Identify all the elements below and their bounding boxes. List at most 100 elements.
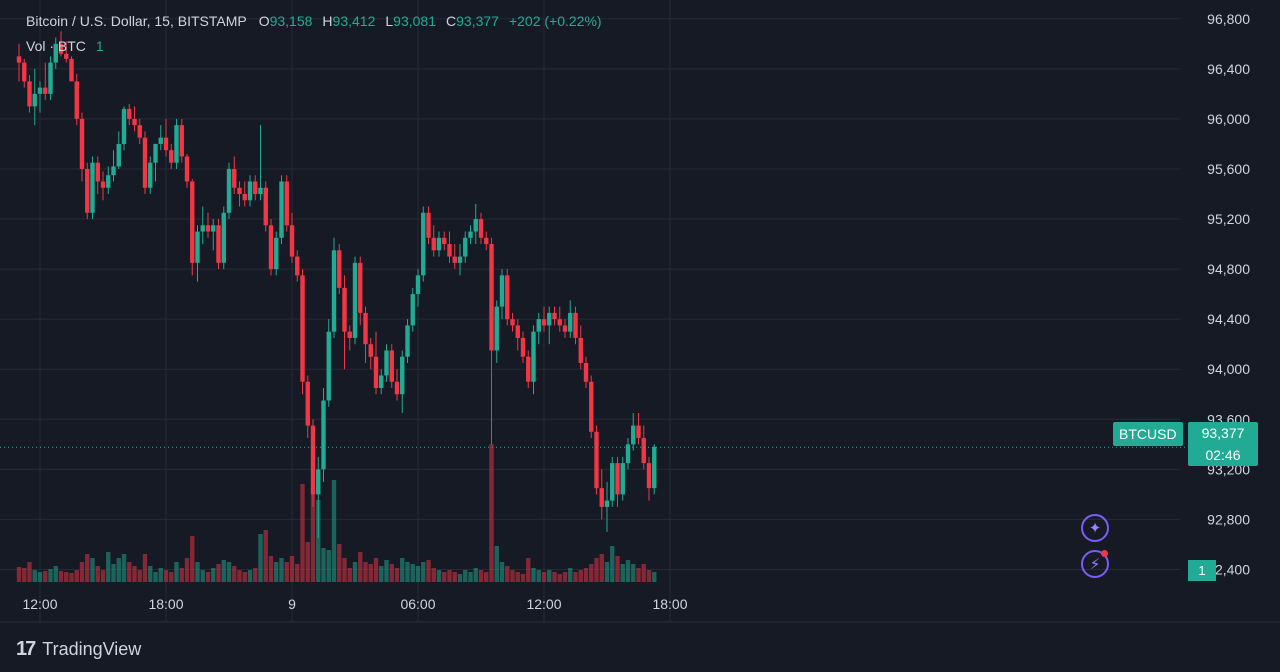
sparkle-icon[interactable]: ✦: [1081, 514, 1109, 542]
volume-bar: [620, 564, 625, 582]
candle-body: [620, 463, 625, 495]
candle-body: [258, 187, 263, 194]
volume-value: 1: [95, 38, 104, 54]
volume-bar: [447, 570, 452, 582]
candle-body: [174, 125, 179, 163]
volume-bar: [95, 566, 100, 582]
volume-bar: [16, 567, 22, 582]
volume-bar: [247, 570, 253, 582]
candle-body: [289, 225, 295, 257]
candle-body: [436, 237, 442, 251]
candle-body: [578, 337, 583, 363]
volume-bar: [289, 556, 295, 582]
candle-body: [221, 212, 226, 263]
volume-bar: [594, 558, 599, 582]
volume-bar: [547, 570, 552, 582]
candle-body: [520, 337, 526, 357]
candle-body: [604, 500, 610, 507]
candle-body: [347, 331, 352, 338]
volume-bar: [179, 568, 184, 582]
low-value: 93,081: [393, 13, 436, 29]
candle-body: [342, 287, 347, 332]
volume-bar: [615, 556, 620, 582]
candle-body: [205, 225, 211, 232]
time-tick-label: 06:00: [400, 596, 435, 612]
volume-bar: [442, 572, 447, 582]
volume-bar: [452, 572, 457, 582]
candle-body: [184, 156, 190, 182]
volume-bar: [552, 572, 557, 582]
time-tick-label: 18:00: [652, 596, 687, 612]
volume-bar: [368, 564, 373, 582]
candle-body: [242, 194, 247, 201]
volume-bar: [90, 558, 95, 582]
volume-bar: [625, 560, 631, 582]
volume-bar: [316, 500, 321, 582]
volume-bar: [127, 562, 132, 582]
volume-bar: [510, 570, 515, 582]
volume-bar: [85, 554, 90, 582]
candle-body: [478, 219, 484, 238]
low-label: L: [385, 13, 394, 29]
time-tick-label: 9: [288, 596, 296, 612]
volume-bar: [37, 572, 43, 582]
candle-body: [190, 181, 195, 263]
candle-body: [421, 212, 426, 276]
candle-body: [247, 181, 253, 201]
candle-body: [53, 43, 58, 63]
candle-body: [484, 237, 489, 245]
candle-body: [310, 425, 316, 495]
volume-bar: [100, 570, 106, 582]
candle-body: [48, 62, 53, 94]
volume-bar: [116, 558, 121, 582]
time-tick-label: 12:00: [22, 596, 57, 612]
tradingview-brand[interactable]: 17 TradingView: [16, 638, 141, 661]
candle-body: [321, 400, 326, 470]
candle-body: [384, 350, 389, 376]
candle-body: [106, 175, 111, 188]
volume-bar: [379, 566, 384, 582]
volume-bar: [321, 548, 326, 582]
symbol-tag: BTCUSD: [1113, 422, 1183, 446]
volume-label[interactable]: Vol · BTC: [26, 38, 86, 54]
candle-body: [32, 93, 37, 107]
candle-body: [431, 237, 436, 251]
price-tick-label: 92,400: [1207, 561, 1250, 577]
candle-body: [216, 225, 221, 263]
lightning-icon[interactable]: ⚡: [1081, 550, 1109, 578]
time-tick-label: 12:00: [526, 596, 561, 612]
candle-body: [274, 237, 279, 270]
volume-bar: [121, 554, 127, 582]
volume-bar: [253, 568, 258, 582]
volume-bar: [631, 564, 636, 582]
volume-bar: [284, 562, 289, 582]
candle-body: [279, 181, 284, 238]
price-axis-labels: 92,40092,80093,20093,60094,00094,40094,8…: [1207, 11, 1250, 578]
volume-bar: [305, 542, 310, 582]
volume-bar: [232, 566, 237, 582]
candle-body: [253, 181, 258, 194]
volume-bar: [258, 534, 263, 582]
volume-bar: [295, 564, 300, 582]
close-label: C: [446, 13, 457, 29]
volume-tag: 1: [1188, 560, 1216, 581]
candle-body: [195, 231, 200, 263]
candle-body: [589, 381, 594, 432]
candle-body: [568, 312, 573, 332]
candle-body: [489, 244, 494, 351]
candle-body: [179, 125, 184, 157]
volume-bar: [400, 558, 405, 582]
symbol-title[interactable]: Bitcoin / U.S. Dollar, 15, BITSTAMP: [26, 13, 247, 29]
volume-bar: [489, 444, 494, 582]
volume-bar: [169, 572, 174, 582]
volume-bar: [431, 568, 436, 582]
volume-bar: [205, 572, 211, 582]
price-tick-label: 94,400: [1207, 311, 1250, 327]
open-value: 93,158: [269, 13, 313, 29]
volume-bar: [505, 566, 510, 582]
volume-bar: [568, 568, 573, 582]
bar-countdown: 02:46: [1205, 447, 1241, 463]
candle-body: [295, 256, 300, 276]
volume-bar: [557, 574, 562, 582]
